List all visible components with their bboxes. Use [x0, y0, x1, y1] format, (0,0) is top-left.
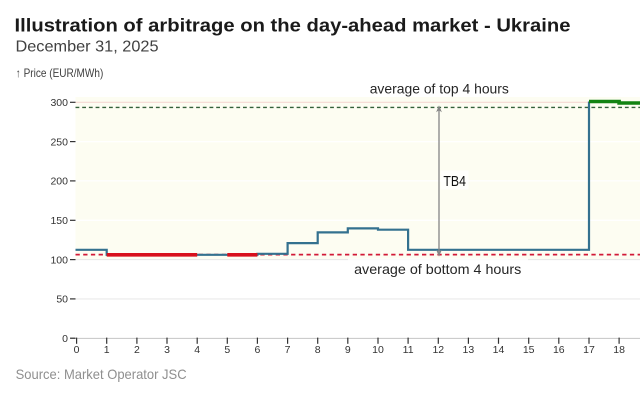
svg-text:4: 4: [194, 344, 200, 356]
svg-text:14: 14: [493, 344, 505, 356]
svg-text:Illustration of arbitrage on t: Illustration of arbitrage on the day-ahe…: [15, 15, 571, 35]
svg-text:0: 0: [62, 333, 68, 345]
svg-text:↑ Price (EUR/MWh): ↑ Price (EUR/MWh): [16, 66, 104, 80]
svg-text:300: 300: [50, 97, 68, 109]
svg-text:December 31, 2025: December 31, 2025: [16, 39, 159, 56]
svg-text:6: 6: [254, 344, 260, 356]
svg-text:TB4: TB4: [443, 174, 466, 190]
svg-text:17: 17: [583, 344, 595, 356]
svg-text:10: 10: [372, 344, 384, 356]
svg-text:13: 13: [463, 344, 475, 356]
svg-text:average of top 4 hours: average of top 4 hours: [370, 81, 509, 97]
svg-text:2: 2: [134, 344, 140, 356]
svg-text:0: 0: [74, 344, 80, 356]
svg-text:average of bottom 4 hours: average of bottom 4 hours: [354, 261, 521, 277]
svg-text:150: 150: [50, 215, 68, 227]
svg-text:12: 12: [432, 344, 444, 356]
svg-text:8: 8: [315, 344, 321, 356]
svg-text:7: 7: [285, 344, 291, 356]
svg-text:15: 15: [523, 344, 535, 356]
svg-text:5: 5: [224, 344, 230, 356]
svg-text:200: 200: [50, 176, 68, 188]
svg-text:11: 11: [403, 344, 414, 356]
svg-text:18: 18: [613, 344, 625, 356]
svg-text:9: 9: [345, 344, 351, 356]
svg-text:3: 3: [164, 344, 170, 356]
svg-text:1: 1: [104, 344, 110, 356]
svg-text:16: 16: [553, 344, 565, 356]
svg-text:50: 50: [56, 294, 68, 306]
svg-text:250: 250: [50, 136, 68, 148]
svg-text:Source: Market Operator JSC: Source: Market Operator JSC: [16, 366, 187, 382]
svg-text:100: 100: [50, 254, 68, 266]
